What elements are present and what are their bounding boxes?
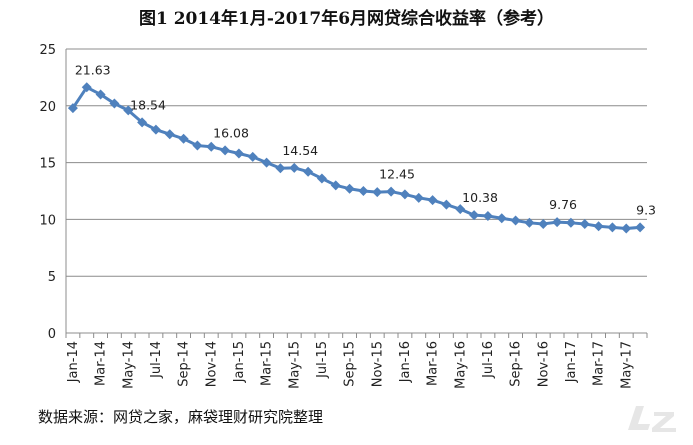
data-point xyxy=(524,217,535,228)
x-tick-label: Nov-16 xyxy=(536,341,551,387)
data-label: 16.08 xyxy=(213,125,249,140)
data-point xyxy=(441,199,452,210)
data-label: 10.38 xyxy=(462,190,498,205)
x-tick-label: Jan-16 xyxy=(398,341,413,383)
series-markers xyxy=(67,82,646,234)
x-tick-label: Sep-15 xyxy=(343,341,358,387)
y-tick-label: 15 xyxy=(39,157,56,172)
x-tick-label: Jan-17 xyxy=(564,341,579,383)
data-point xyxy=(358,186,369,196)
data-point xyxy=(150,124,161,135)
x-tick-label: Mar-17 xyxy=(592,341,607,386)
data-point xyxy=(427,195,438,206)
data-point xyxy=(593,221,604,232)
data-point xyxy=(621,223,632,234)
data-point xyxy=(510,215,521,226)
y-tick-label: 0 xyxy=(48,327,56,342)
x-tick-label: Sep-14 xyxy=(177,341,192,387)
data-point xyxy=(289,162,300,173)
data-point xyxy=(455,204,466,215)
data-point xyxy=(233,148,244,159)
data-point xyxy=(81,82,92,93)
data-point xyxy=(206,141,217,152)
axes: 0 5 10 15 20 25 Jan-14 Mar-14 May-14 Jul-14 Sep-14… xyxy=(39,43,648,389)
data-label: 9.76 xyxy=(549,197,577,212)
x-tick-label: Jul-14 xyxy=(149,341,164,379)
data-label: 18.54 xyxy=(130,97,166,112)
data-labels: 21.63 18.54 16.08 14.54 12.45 10.38 9.76 9.3 xyxy=(75,62,656,217)
x-tick-label: Mar-16 xyxy=(426,341,441,386)
x-tick-label: Jan-15 xyxy=(232,341,247,383)
y-tick-label: 5 xyxy=(48,270,56,285)
data-point xyxy=(316,173,327,184)
data-point xyxy=(413,192,424,203)
x-tick-label: May-15 xyxy=(287,341,302,389)
data-point xyxy=(220,145,231,156)
x-tick-label: Jul-16 xyxy=(481,341,496,379)
x-tick-label: May-16 xyxy=(453,341,468,389)
data-point xyxy=(95,89,106,100)
data-point xyxy=(137,117,148,128)
data-label: 12.45 xyxy=(379,167,415,182)
x-tick-label: Jan-14 xyxy=(66,341,81,383)
data-point xyxy=(469,210,480,221)
data-point xyxy=(565,217,576,228)
data-label: 14.54 xyxy=(282,143,318,158)
data-point xyxy=(247,151,258,162)
source-note: 数据来源：网贷之家，麻袋理财研究院整理 xyxy=(38,408,324,426)
data-point xyxy=(399,189,410,200)
data-point xyxy=(67,103,78,114)
data-point xyxy=(303,166,314,177)
data-point xyxy=(344,183,355,194)
data-point xyxy=(607,222,618,233)
y-tick-label: 25 xyxy=(39,43,56,58)
data-point xyxy=(538,218,549,229)
y-tick-label: 20 xyxy=(39,100,56,115)
data-point xyxy=(579,218,590,229)
x-tick-label: May-14 xyxy=(121,341,136,389)
chart-title: 图1 2014年1月-2017年6月网贷综合收益率（参考） xyxy=(138,9,555,29)
x-tick-label: Sep-16 xyxy=(509,341,524,387)
watermark-logo-icon xyxy=(628,406,676,432)
data-point xyxy=(635,222,646,233)
x-tick-label: May-17 xyxy=(619,341,634,389)
data-point xyxy=(372,187,383,198)
data-point xyxy=(123,105,134,116)
data-point xyxy=(386,186,397,197)
data-point xyxy=(552,217,563,228)
y-tick-label: 10 xyxy=(39,213,56,228)
data-point xyxy=(178,133,189,144)
x-tick-label: Mar-14 xyxy=(94,341,109,386)
gridlines xyxy=(66,48,647,277)
x-tick-label: Nov-14 xyxy=(204,341,219,387)
data-label: 21.63 xyxy=(75,62,111,77)
data-point xyxy=(164,129,175,140)
data-point xyxy=(192,140,203,151)
x-tick-label: Nov-15 xyxy=(370,341,385,387)
data-point xyxy=(109,98,120,109)
data-point xyxy=(330,180,341,191)
x-tick-label: Jul-15 xyxy=(315,341,330,379)
data-label: 9.3 xyxy=(636,202,656,217)
data-point xyxy=(496,213,507,224)
data-point xyxy=(261,157,272,168)
data-point xyxy=(275,163,286,174)
data-point xyxy=(482,210,493,221)
x-tick-label: Mar-15 xyxy=(260,341,275,386)
